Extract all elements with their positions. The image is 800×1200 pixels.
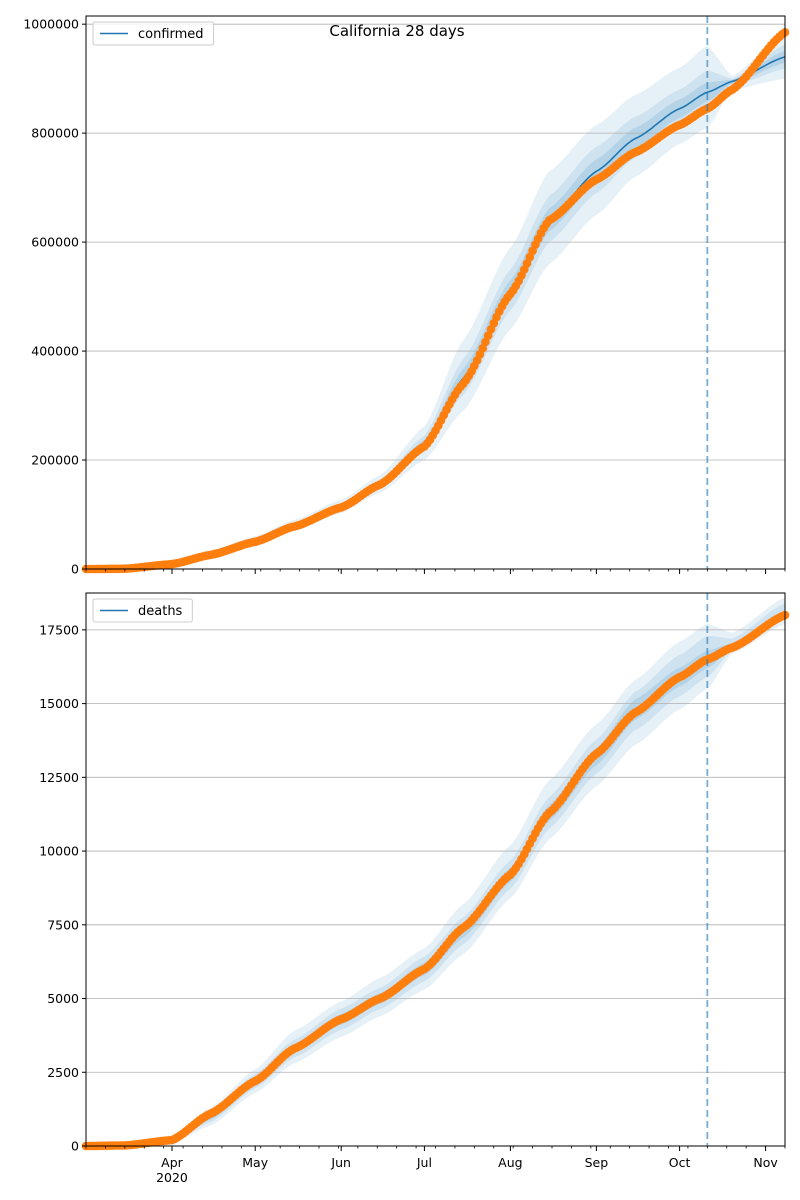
confirmed-legend-box	[92, 21, 215, 46]
deaths-panel: 0 2500 5000 7500 10000 12500 15000 17500 Apr May…	[39, 592, 790, 1185]
deaths-x-tick-label: May	[242, 1155, 268, 1170]
deaths-y-tick-label: 17500	[39, 622, 79, 637]
confirmed-y-tick-label: 200000	[31, 453, 79, 468]
confirmed-y-tick-label: 800000	[31, 126, 79, 141]
confirmed-confidence-band-2	[86, 44, 785, 569]
confirmed-y-ticks: 0 200000 400000 600000 800000 1000000	[23, 17, 86, 577]
deaths-y-tick-label: 2500	[47, 1065, 79, 1080]
deaths-y-tick-label: 7500	[47, 917, 79, 932]
deaths-x-tick-label: Nov	[753, 1155, 778, 1170]
confirmed-y-tick-label: 1000000	[23, 17, 79, 32]
confirmed-panel: 0 200000 400000 600000 800000 1000000 confirm…	[23, 15, 790, 577]
deaths-legend: deaths	[92, 598, 193, 623]
deaths-x-tick-label: Sep	[585, 1155, 609, 1170]
confirmed-gridlines	[86, 23, 785, 461]
deaths-y-ticks: 0 2500 5000 7500 10000 12500 15000 17500	[39, 622, 86, 1154]
deaths-x-tick-label: Aug	[498, 1155, 522, 1170]
deaths-x-tick-label: Oct	[669, 1155, 691, 1170]
deaths-gridlines	[86, 629, 785, 1073]
confirmed-legend-label: confirmed	[138, 27, 204, 42]
deaths-x-tick-label: Apr	[161, 1155, 183, 1170]
x-axis-year-label: 2020	[156, 1170, 188, 1185]
deaths-observed-points	[81, 610, 790, 1151]
confirmed-observed-points	[81, 28, 790, 574]
confirmed-y-tick-label: 0	[71, 562, 79, 577]
deaths-y-tick-label: 5000	[47, 991, 79, 1006]
deaths-legend-box	[92, 598, 193, 623]
confirmed-x-ticks	[85, 569, 786, 574]
deaths-y-tick-label: 0	[71, 1139, 79, 1154]
deaths-legend-label: deaths	[138, 604, 183, 619]
deaths-y-tick-label: 15000	[39, 696, 79, 711]
deaths-x-tick-label: Jul	[416, 1155, 432, 1170]
deaths-x-ticks: Apr May Jun Jul Aug Sep Oct Nov	[85, 1146, 786, 1170]
chart-title: California 28 days	[329, 22, 464, 40]
confirmed-y-tick-label: 400000	[31, 344, 79, 359]
confirmed-legend: confirmed	[92, 21, 215, 46]
deaths-y-tick-label: 12500	[39, 770, 79, 785]
confirmed-y-tick-label: 600000	[31, 235, 79, 250]
deaths-y-tick-label: 10000	[39, 844, 79, 859]
deaths-x-tick-label: Jun	[330, 1155, 351, 1170]
